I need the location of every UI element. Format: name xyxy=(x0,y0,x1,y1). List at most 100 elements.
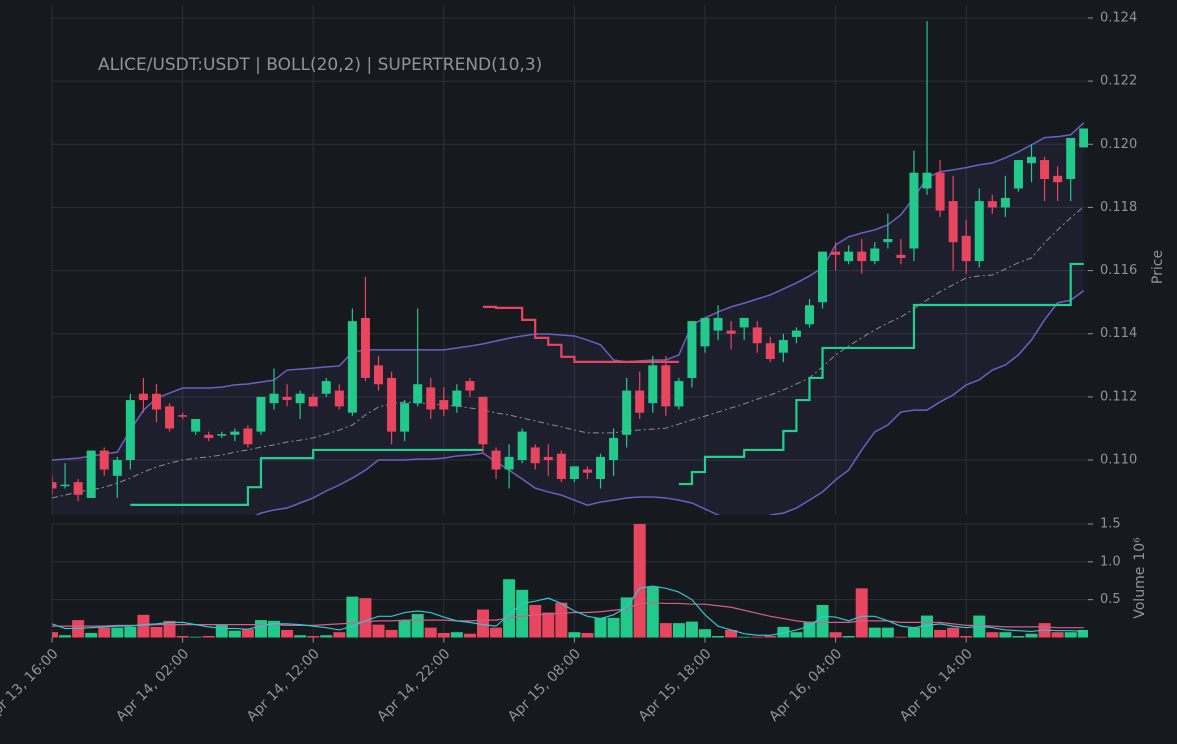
volume-bar xyxy=(881,627,894,638)
candle-body xyxy=(504,456,514,470)
candle-body xyxy=(308,396,318,407)
volume-bar xyxy=(398,620,411,638)
candle-body xyxy=(334,390,344,407)
volume-ma-fast xyxy=(52,585,1084,636)
volume-bar xyxy=(816,604,829,638)
candle-body xyxy=(138,393,148,401)
volume-panel xyxy=(52,524,1088,638)
volume-bar xyxy=(790,632,803,638)
volume-bar xyxy=(659,623,672,638)
volume-bar xyxy=(868,627,881,638)
volume-bar xyxy=(633,524,646,638)
volume-label: Volume xyxy=(1132,567,1148,619)
volume-bar xyxy=(986,632,999,638)
volume-bar xyxy=(894,636,907,638)
volume-bar xyxy=(555,602,568,638)
candle-body xyxy=(360,317,370,378)
candle-body xyxy=(609,437,619,461)
candle-body xyxy=(530,447,540,464)
candle-body xyxy=(648,365,658,404)
volume-bar xyxy=(359,598,372,638)
candle-body xyxy=(1066,137,1076,179)
y-tick-label: 0.124 xyxy=(1100,10,1137,25)
candle-body xyxy=(439,400,449,410)
volume-bar xyxy=(411,614,424,638)
candle-body xyxy=(99,450,109,470)
volume-bar xyxy=(150,626,163,638)
volume-bar xyxy=(320,635,333,638)
volume-bar xyxy=(646,586,659,638)
candle-body xyxy=(622,390,632,435)
volume-scale: 10⁶ xyxy=(1132,537,1148,561)
candle-body xyxy=(635,390,645,413)
candle-body xyxy=(491,450,501,470)
volume-bar xyxy=(202,635,215,638)
volume-bar xyxy=(907,627,920,638)
bollinger-middle xyxy=(52,206,1085,499)
volume-bar xyxy=(842,635,855,638)
y-tick-label: 0.116 xyxy=(1100,263,1137,278)
y-axis-label: Price xyxy=(1150,250,1166,284)
candle-body xyxy=(543,456,553,461)
candle-body xyxy=(922,172,932,189)
candle-body xyxy=(1040,160,1050,179)
volume-bar xyxy=(672,623,685,638)
candle-body xyxy=(426,387,436,410)
volume-bar xyxy=(52,632,58,638)
volume-bar xyxy=(385,629,398,638)
y-tick-label: 0.118 xyxy=(1100,200,1137,215)
candle-body xyxy=(726,330,736,334)
y-tick-label: 0.114 xyxy=(1100,326,1137,341)
volume-bar xyxy=(124,626,137,638)
candle-body xyxy=(883,239,893,243)
volume-bar xyxy=(1025,633,1038,638)
y-tick-label: 1.0 xyxy=(1100,554,1121,569)
y-tick-label: 0.122 xyxy=(1100,74,1137,89)
volume-bar xyxy=(281,629,294,638)
volume-bar xyxy=(581,632,594,638)
candle-body xyxy=(282,396,292,401)
volume-bar xyxy=(764,635,777,638)
candle-body xyxy=(347,321,357,413)
volume-bar xyxy=(777,626,790,638)
candle-body xyxy=(374,365,383,385)
chart-title: ALICE/USDT:USDT | BOLL(20,2) | SUPERTREN… xyxy=(98,55,542,75)
candle-body xyxy=(569,466,579,479)
volume-bar xyxy=(503,579,516,638)
y-tick-label: 0.110 xyxy=(1100,453,1137,468)
volume-bar xyxy=(1064,632,1077,638)
candle-body xyxy=(165,406,175,429)
candle-body xyxy=(60,484,70,487)
candle-body xyxy=(1053,175,1063,183)
candle-body xyxy=(204,434,214,438)
volume-bar xyxy=(59,635,72,638)
volume-bar xyxy=(1051,632,1064,638)
volume-bar xyxy=(241,629,254,638)
volume-bar xyxy=(307,635,320,638)
candle-body xyxy=(700,317,710,347)
candle-body xyxy=(582,469,592,473)
volume-bar xyxy=(829,632,842,638)
volume-bar xyxy=(803,621,816,638)
price-plot-area xyxy=(52,5,1088,515)
y-tick-label: 0.5 xyxy=(1100,592,1121,607)
volume-bar xyxy=(751,636,764,638)
candle-body xyxy=(687,321,697,378)
candle-body xyxy=(974,201,984,262)
candle-body xyxy=(478,396,488,445)
volume-bar xyxy=(215,624,228,638)
volume-bar xyxy=(921,615,934,638)
candle-body xyxy=(230,431,240,435)
candle-body xyxy=(804,305,814,325)
supertrend-up xyxy=(130,262,1084,506)
grid xyxy=(51,5,1088,638)
candle-body xyxy=(596,456,606,479)
volume-bar xyxy=(98,627,111,638)
candle-body xyxy=(870,248,880,262)
volume-plot-area xyxy=(52,524,1088,638)
candle-body xyxy=(857,251,867,262)
volume-bar xyxy=(855,588,868,638)
bollinger-band-fill xyxy=(52,122,1084,515)
